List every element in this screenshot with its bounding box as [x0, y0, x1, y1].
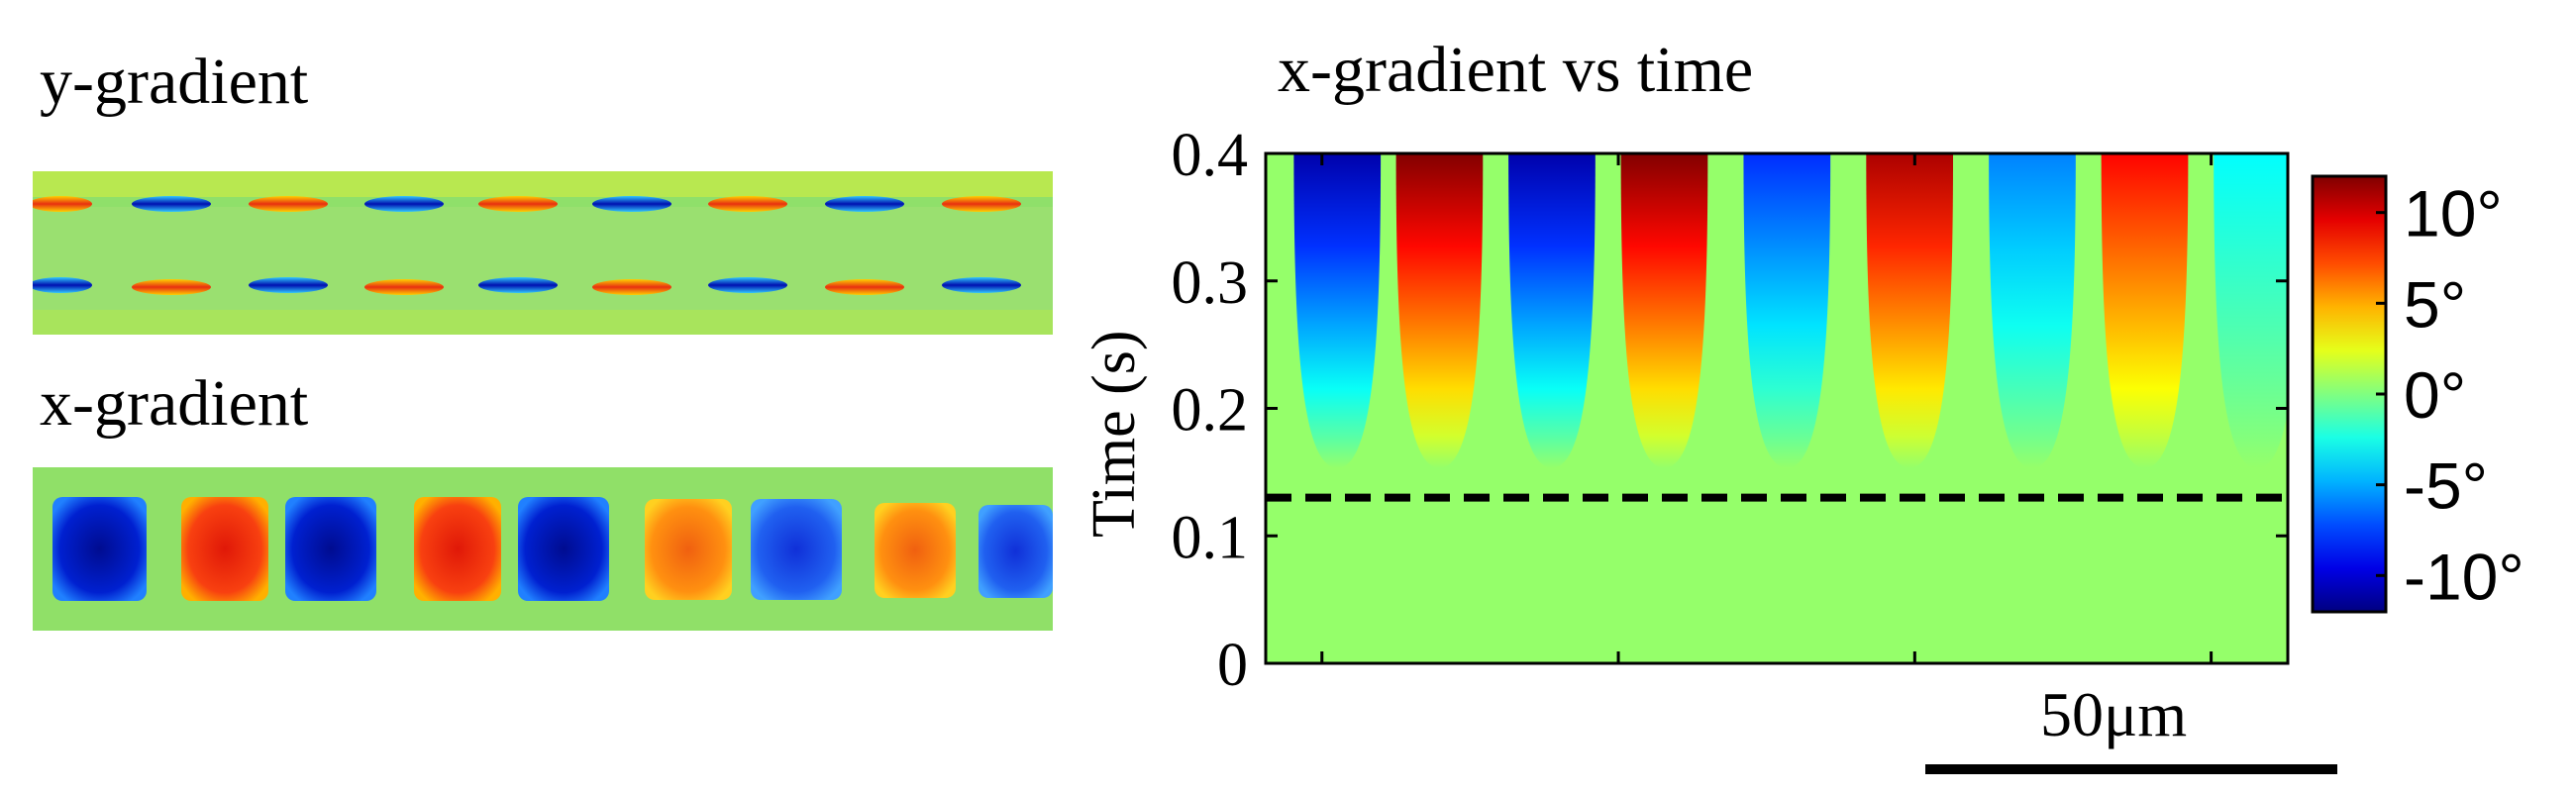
gradient-block — [181, 497, 268, 601]
heatmap-stripe — [1989, 153, 2076, 468]
colorbar-tick-label: 5° — [2404, 267, 2466, 341]
gradient-block — [414, 497, 501, 601]
heatmap-layer — [1266, 153, 2288, 663]
edge-mark — [478, 277, 558, 293]
edge-mark — [592, 279, 671, 295]
gradient-block — [52, 497, 147, 601]
y-axis-label: Time (s) — [1081, 330, 1148, 538]
colorbar-tick-label: -5° — [2404, 449, 2488, 523]
scale-bar — [1925, 764, 2337, 774]
heatmap-stripe — [2101, 153, 2189, 468]
x-gradient-blocks — [52, 497, 1053, 601]
y-gradient-edge-marks — [33, 196, 1021, 295]
edge-mark — [364, 279, 444, 295]
colorbar-tick-label: -10° — [2404, 540, 2524, 613]
heatmap-stripe — [1866, 153, 1954, 468]
edge-mark — [825, 196, 904, 212]
edge-mark — [592, 196, 671, 212]
x-gradient-image — [33, 467, 1053, 631]
y-gradient-svg — [33, 171, 1053, 335]
heatmap-stripe — [1293, 153, 1382, 468]
heatmap-stripe — [2214, 153, 2288, 468]
gradient-block — [979, 505, 1053, 598]
edge-mark — [132, 279, 211, 295]
y-tick-label: 0.2 — [1172, 377, 1249, 445]
x-gradient-svg — [33, 467, 1053, 631]
gradient-block — [645, 499, 732, 600]
axes-layer: 0 0.1 0.2 0.3 0.4 Time (s) — [1081, 122, 2290, 699]
heatmap-stripe — [1620, 153, 1708, 468]
edge-mark — [249, 196, 328, 212]
heatmap-stripe — [1743, 153, 1831, 468]
edge-mark — [478, 196, 558, 212]
colorbar-layer: 10° 5° 0° -5° -10° — [2311, 174, 2524, 614]
heatmap-title: x-gradient vs time — [1278, 34, 1754, 106]
y-gradient-image — [33, 171, 1053, 335]
heatmap-stripe — [1508, 153, 1596, 468]
gradient-block — [518, 497, 609, 601]
edge-mark — [33, 196, 92, 212]
edge-mark — [33, 277, 92, 293]
y-tick-label: 0 — [1217, 632, 1248, 699]
edge-mark — [708, 277, 787, 293]
gradient-block — [751, 499, 842, 600]
edge-mark — [825, 279, 904, 295]
edge-mark — [942, 196, 1021, 212]
gradient-block — [875, 503, 956, 598]
y-tick-label: 0.4 — [1172, 122, 1249, 189]
y-tick-label: 0.3 — [1172, 249, 1249, 317]
y-gradient-title: y-gradient — [40, 46, 309, 118]
y-tick-label: 0.1 — [1172, 504, 1249, 571]
colorbar-tick-label: 0° — [2404, 358, 2466, 432]
scale-bar-label: 50μm — [2040, 679, 2188, 749]
colorbar — [2311, 174, 2388, 614]
edge-mark — [132, 196, 211, 212]
colorbar-tick-label: 10° — [2404, 177, 2503, 250]
gradient-block — [285, 497, 376, 601]
x-gradient-title: x-gradient — [40, 367, 309, 440]
edge-mark — [708, 196, 787, 212]
heatmap-stripe — [1395, 153, 1484, 468]
edge-mark — [364, 196, 444, 212]
edge-mark — [942, 277, 1021, 293]
edge-mark — [249, 277, 328, 293]
